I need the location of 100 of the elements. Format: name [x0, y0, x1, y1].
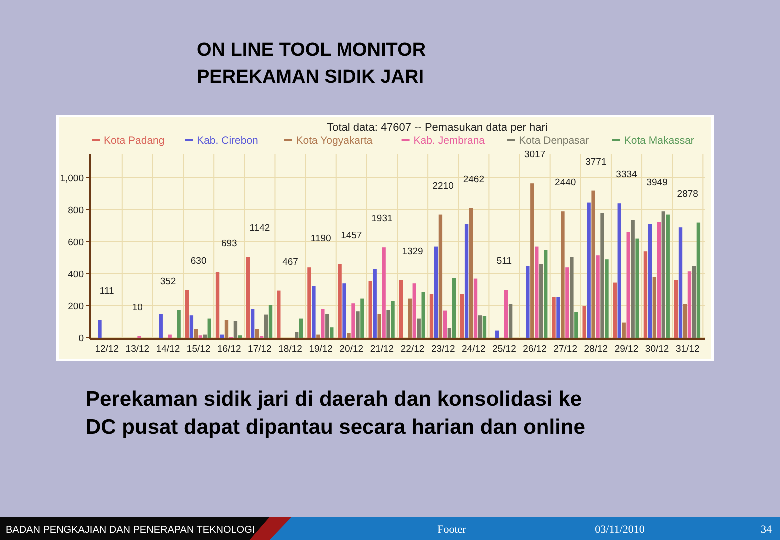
- x-tick-label: 27/12: [554, 344, 578, 355]
- bar: [312, 286, 316, 338]
- annotation: 467: [282, 256, 298, 268]
- bar: [526, 266, 530, 338]
- annotation: 2210: [432, 180, 454, 192]
- bar: [378, 314, 382, 338]
- x-tick-label: 28/12: [584, 344, 608, 355]
- bar: [631, 220, 635, 338]
- bar: [478, 316, 482, 338]
- bar: [330, 328, 334, 338]
- bar: [255, 329, 260, 338]
- text: 34: [761, 524, 772, 536]
- legend-label: Kota Makassar: [624, 135, 695, 147]
- chart-subtitle: Total data: 47607 -- Pemasukan data per hari: [327, 122, 548, 134]
- bar: [657, 222, 661, 338]
- annotation: 1329: [402, 246, 424, 258]
- bar: [622, 322, 626, 338]
- bar: [530, 184, 534, 338]
- bar: [535, 246, 539, 338]
- annotation: 511: [496, 256, 512, 267]
- bar: [246, 257, 250, 338]
- bar: [448, 328, 452, 338]
- chart-title: ON LINE TOOL MONITOR PEREKAMAN SIDIK JARI: [197, 40, 426, 88]
- bar: [600, 213, 604, 338]
- annotation: 1190: [310, 234, 332, 245]
- bar: [422, 292, 426, 338]
- annotation: 630: [190, 256, 207, 267]
- bar: [250, 309, 255, 338]
- annotation: 111: [100, 286, 114, 298]
- y-tick-label: 200: [68, 302, 84, 312]
- bar: [98, 320, 102, 338]
- bar: [688, 272, 692, 338]
- bar: [190, 316, 194, 338]
- bar: [504, 290, 508, 338]
- y-tick-label: 600: [68, 238, 84, 248]
- x-tick-label: 21/12: [370, 344, 394, 355]
- bar: [482, 316, 487, 338]
- y-tick-label: 0: [78, 334, 84, 344]
- legend-label: Kota Denpasar: [519, 135, 590, 147]
- x-tick-label: 18/12: [278, 344, 302, 355]
- x-tick-label: 19/12: [309, 344, 333, 355]
- x-tick-label: 13/12: [126, 344, 150, 355]
- x-tick-label: 30/12: [645, 344, 670, 355]
- annotation: 1142: [250, 223, 270, 234]
- bar: [299, 318, 304, 338]
- bar: [208, 318, 212, 338]
- bar: [626, 232, 630, 338]
- bar: [648, 224, 652, 338]
- legend-label: Kota Padang: [104, 135, 165, 147]
- x-tick-label: 12/12: [95, 344, 120, 355]
- annotation: 3334: [616, 170, 638, 181]
- x-tick-label: 17/12: [248, 344, 272, 355]
- bar: [408, 298, 412, 338]
- bar: [561, 212, 565, 338]
- bar: [352, 304, 356, 338]
- bar: [347, 333, 351, 338]
- legend-label: Kab. Jembrana: [414, 135, 486, 147]
- y-tick-label: 400: [68, 270, 84, 280]
- bar: [382, 248, 386, 338]
- bar: [356, 312, 360, 338]
- bar: [338, 264, 342, 338]
- bar: [399, 280, 404, 338]
- bar: [508, 304, 513, 338]
- bar: [316, 334, 320, 338]
- bar: [474, 278, 478, 338]
- bar: [662, 212, 666, 338]
- bar: [434, 246, 438, 338]
- bar: [696, 222, 701, 338]
- bar: [234, 321, 238, 338]
- bar: [692, 266, 696, 338]
- y-tick-label: 1,000: [60, 174, 84, 184]
- bar: [613, 282, 617, 338]
- bar: [295, 332, 299, 338]
- annotation: 1931: [372, 214, 393, 225]
- bar: [443, 310, 448, 338]
- annotation: 10: [132, 302, 143, 314]
- bar: [683, 304, 688, 338]
- text: 03/11/2010: [595, 524, 646, 536]
- bar: [674, 280, 678, 338]
- bar: [574, 312, 578, 338]
- annotation: 2440: [555, 178, 576, 189]
- annotation: 2462: [463, 174, 484, 186]
- bar: [452, 278, 456, 338]
- x-tick-label: 20/12: [340, 344, 364, 355]
- x-tick-label: 22/12: [400, 344, 425, 355]
- annotation: 3949: [646, 178, 668, 189]
- annotation: 3771: [586, 156, 607, 168]
- x-tick-label: 16/12: [217, 344, 242, 355]
- bar: [544, 250, 548, 338]
- bar: [430, 294, 434, 338]
- x-tick-label: 23/12: [431, 344, 456, 355]
- bar: [556, 297, 560, 338]
- text: BADAN PENGKAJIAN DAN PENERAPAN TEKNOLOGI: [6, 525, 256, 536]
- bar: [666, 214, 670, 338]
- bar: [570, 257, 574, 338]
- bar: [326, 314, 330, 338]
- legend-label: Kab. Cirebon: [197, 135, 259, 147]
- annotation: 3017: [524, 150, 546, 161]
- bar: [194, 329, 198, 338]
- bar: [224, 320, 229, 338]
